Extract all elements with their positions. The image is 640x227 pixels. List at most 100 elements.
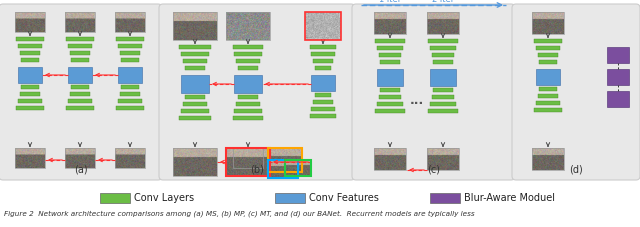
Bar <box>21 58 39 62</box>
Text: Figure 2  Network architecture comparisons among (a) MS, (b) MP, (c) MT, and (d): Figure 2 Network architecture comparison… <box>4 211 475 217</box>
Text: 1 iter: 1 iter <box>379 0 401 4</box>
Bar <box>238 95 258 99</box>
Bar <box>375 109 405 113</box>
Bar <box>431 95 454 99</box>
Bar <box>433 88 452 92</box>
Bar <box>375 39 405 43</box>
Bar <box>430 102 456 106</box>
Bar <box>377 46 403 50</box>
Bar <box>538 53 559 57</box>
Bar <box>532 148 564 170</box>
Text: (a): (a) <box>74 165 87 175</box>
Text: (b): (b) <box>250 165 264 175</box>
Text: (d): (d) <box>569 165 583 175</box>
Bar <box>238 66 258 70</box>
Bar <box>65 148 95 168</box>
Bar <box>66 37 94 41</box>
Bar <box>19 51 40 55</box>
Bar <box>232 116 264 120</box>
Bar <box>118 67 142 83</box>
Bar <box>116 106 144 110</box>
Bar <box>433 60 452 64</box>
Text: Conv Features: Conv Features <box>309 193 379 203</box>
Bar <box>536 69 560 85</box>
Text: 2 iter: 2 iter <box>432 0 454 4</box>
Bar <box>68 67 92 83</box>
Bar <box>427 12 459 34</box>
Bar <box>116 37 144 41</box>
Bar <box>16 37 44 41</box>
Bar <box>313 59 333 63</box>
Bar <box>115 12 145 32</box>
Text: Conv Layers: Conv Layers <box>134 193 194 203</box>
Bar <box>15 12 45 32</box>
Bar <box>233 148 263 168</box>
Bar <box>71 85 89 89</box>
Bar <box>377 69 403 86</box>
Bar <box>275 193 305 203</box>
Bar <box>430 69 456 86</box>
Bar <box>312 52 335 56</box>
Bar <box>179 116 211 120</box>
FancyBboxPatch shape <box>352 4 515 180</box>
Bar <box>374 12 406 34</box>
Bar <box>431 53 454 57</box>
FancyBboxPatch shape <box>0 4 162 180</box>
Bar <box>121 85 139 89</box>
Bar <box>607 47 629 63</box>
Bar <box>121 58 139 62</box>
Bar <box>314 93 332 97</box>
Bar <box>539 87 557 91</box>
Bar <box>607 69 629 85</box>
Bar <box>181 52 209 56</box>
Bar <box>428 109 458 113</box>
FancyBboxPatch shape <box>512 4 640 180</box>
Bar <box>232 45 264 49</box>
Bar <box>70 92 90 96</box>
Bar <box>234 75 262 93</box>
Bar <box>173 148 217 176</box>
Bar <box>379 95 401 99</box>
Text: (c): (c) <box>427 165 440 175</box>
Bar <box>536 101 560 105</box>
Bar <box>118 44 142 48</box>
Bar <box>314 66 332 70</box>
Bar <box>374 148 406 170</box>
Bar <box>534 39 562 43</box>
Bar <box>179 45 211 49</box>
Text: Blur-Aware Moduel: Blur-Aware Moduel <box>464 193 555 203</box>
Bar <box>185 95 205 99</box>
Bar <box>100 193 130 203</box>
Bar <box>428 39 458 43</box>
Bar <box>183 59 207 63</box>
Bar <box>380 88 399 92</box>
Bar <box>183 102 207 106</box>
Bar <box>427 148 459 170</box>
Bar <box>268 148 302 172</box>
Bar <box>285 160 311 176</box>
Bar <box>66 106 94 110</box>
Bar <box>311 75 335 91</box>
Bar <box>430 193 460 203</box>
Bar <box>226 12 270 40</box>
Bar <box>18 44 42 48</box>
Bar <box>19 92 40 96</box>
Bar <box>236 59 260 63</box>
Bar <box>68 44 92 48</box>
Bar <box>236 102 260 106</box>
Bar <box>536 46 560 50</box>
Bar <box>305 12 341 40</box>
Bar <box>430 46 456 50</box>
Bar <box>379 53 401 57</box>
Text: ...: ... <box>410 94 424 106</box>
Bar <box>226 148 270 176</box>
Bar <box>16 106 44 110</box>
Bar <box>532 12 564 34</box>
Bar <box>118 99 142 103</box>
Bar <box>120 51 141 55</box>
Bar <box>181 75 209 93</box>
Bar <box>310 45 336 49</box>
Bar <box>234 52 262 56</box>
Bar <box>380 60 399 64</box>
Bar <box>534 108 562 112</box>
